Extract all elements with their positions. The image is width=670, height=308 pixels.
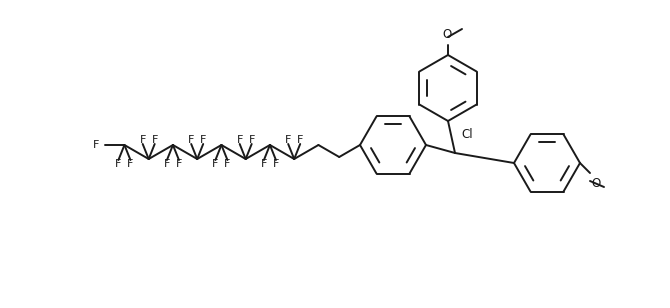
Text: F: F [93, 140, 99, 150]
Text: O: O [591, 177, 600, 190]
Text: Cl: Cl [461, 128, 472, 141]
Text: F: F [297, 135, 304, 145]
Text: F: F [127, 159, 133, 169]
Text: F: F [249, 135, 255, 145]
Text: F: F [224, 159, 230, 169]
Text: F: F [115, 159, 122, 169]
Text: F: F [163, 159, 170, 169]
Text: F: F [139, 135, 146, 145]
Text: F: F [273, 159, 279, 169]
Text: F: F [237, 135, 243, 145]
Text: F: F [212, 159, 218, 169]
Text: F: F [200, 135, 206, 145]
Text: O: O [442, 28, 452, 41]
Text: F: F [285, 135, 291, 145]
Text: F: F [176, 159, 182, 169]
Text: F: F [261, 159, 267, 169]
Text: F: F [188, 135, 194, 145]
Text: F: F [151, 135, 158, 145]
